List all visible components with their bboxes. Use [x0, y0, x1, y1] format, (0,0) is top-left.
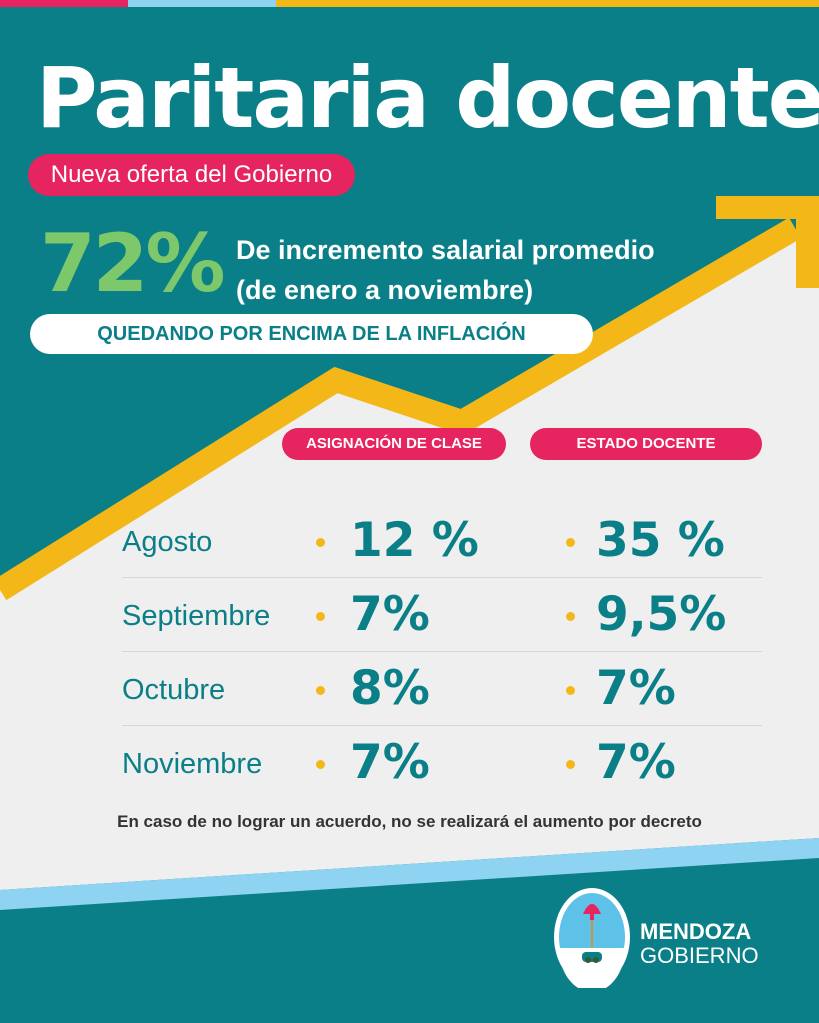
column-header-asignacion: ASIGNACIÓN DE CLASE: [282, 428, 506, 460]
asignacion-value: 7%: [350, 735, 430, 790]
bullet-dot: [316, 686, 325, 695]
brand-line-1: MENDOZA: [640, 919, 752, 944]
bullet-dot: [566, 686, 575, 695]
table-row: Septiembre 7% 9,5%: [122, 578, 762, 652]
top-bar-pink: [0, 0, 128, 7]
top-bar-yellow: [276, 0, 819, 7]
trend-arrow-head: [716, 196, 819, 288]
top-bar-blue: [128, 0, 276, 7]
estado-value: 7%: [596, 661, 676, 716]
subtitle-badge: Nueva oferta del Gobierno: [28, 154, 355, 196]
increase-line-2: (de enero a noviembre): [236, 275, 534, 305]
asignacion-value: 8%: [350, 661, 430, 716]
bullet-dot: [566, 612, 575, 621]
brand-wordmark: MENDOZA GOBIERNO: [640, 920, 759, 968]
bullet-dot: [566, 760, 575, 769]
month-label: Agosto: [122, 526, 213, 558]
footnote: En caso de no lograr un acuerdo, no se r…: [117, 812, 702, 831]
table-row: Noviembre 7% 7%: [122, 726, 762, 799]
estado-value: 9,5%: [596, 587, 727, 642]
page-title: Paritaria docente: [36, 49, 819, 147]
brand-line-2: GOBIERNO: [640, 943, 759, 968]
table-row: Agosto 12 % 35 %: [122, 504, 762, 578]
increase-percent: 72%: [40, 217, 225, 310]
bullet-dot: [316, 612, 325, 621]
month-label: Septiembre: [122, 600, 271, 632]
month-label: Noviembre: [122, 748, 263, 780]
gray-panel: [0, 220, 819, 890]
estado-value: 7%: [596, 735, 676, 790]
table-row: Octubre 8% 7%: [122, 652, 762, 726]
bullet-dot: [316, 760, 325, 769]
asignacion-value: 12 %: [350, 513, 479, 568]
bullet-dot: [566, 538, 575, 547]
asignacion-value: 7%: [350, 587, 430, 642]
increase-description: De incremento salarial promedio (de ener…: [236, 230, 655, 310]
column-header-estado: ESTADO DOCENTE: [530, 428, 762, 460]
increase-line-1: De incremento salarial promedio: [236, 235, 655, 265]
bullet-dot: [316, 538, 325, 547]
mendoza-coat-of-arms-icon: [554, 888, 630, 988]
light-blue-stripe: [0, 838, 819, 910]
trend-arrow-line: [0, 217, 802, 601]
month-label: Octubre: [122, 674, 226, 706]
estado-value: 35 %: [596, 513, 725, 568]
inflation-banner: QUEDANDO POR ENCIMA DE LA INFLACIÓN: [30, 314, 593, 354]
salary-table: Agosto 12 % 35 % Septiembre 7% 9,5% Octu…: [122, 504, 762, 799]
